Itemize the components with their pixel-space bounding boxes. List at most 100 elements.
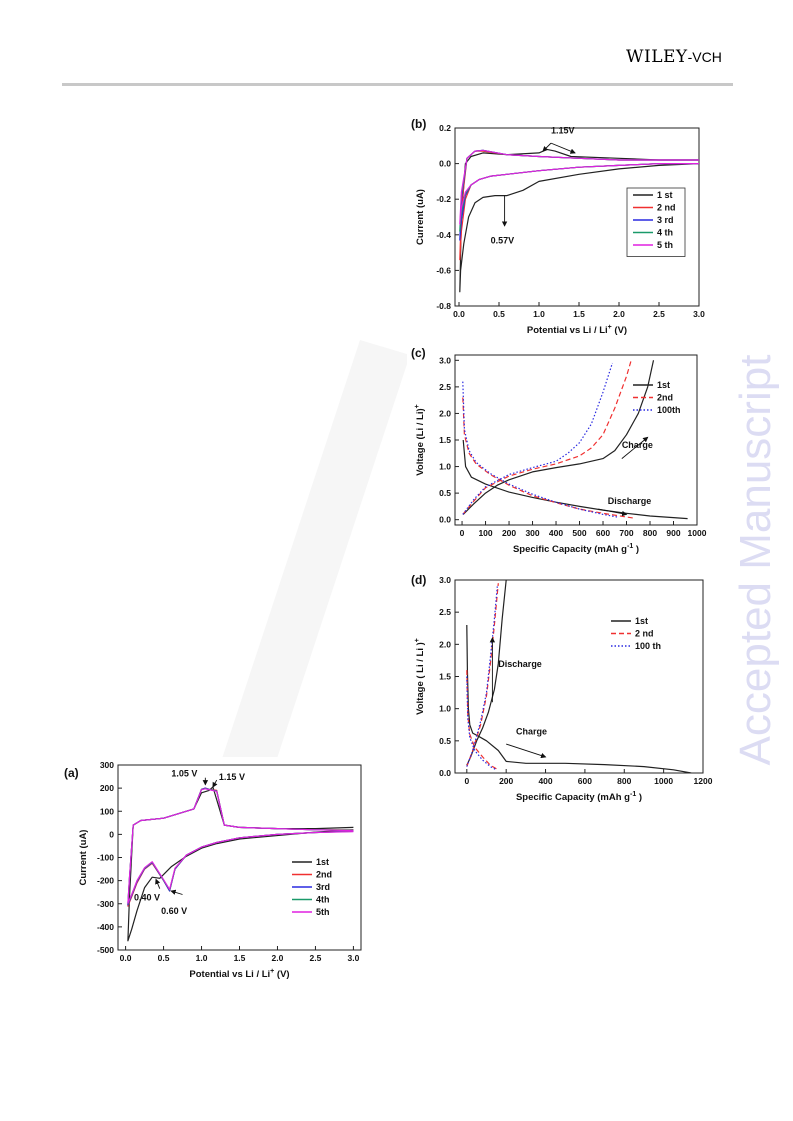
x-tick-label: 900 [666,528,680,538]
legend: 1st 2nd 100th [633,380,681,415]
x-tick-label: 500 [572,528,586,538]
series-line-100th [466,586,498,767]
annotation-label: 0.40 V [134,892,160,902]
annotation-label: Charge [516,726,547,736]
figure-panel-d: (d) 0 200 400 600 800 1000 1200 0.0 0.5 1.0 1.5 2.0 2… [407,572,717,809]
legend-entry: 1 st [657,190,673,200]
series-group [462,360,688,520]
annotation-label: 1.15V [551,125,575,135]
annotation-label: Discharge [608,496,652,506]
y-tick-label: 2.0 [439,408,451,418]
series-line-100th [462,362,613,515]
y-tick-label: 3.0 [439,355,451,365]
x-axis-label: Potential vs Li / Li+ (V) [527,324,627,336]
y-tick-label: 2.5 [439,382,451,392]
annotation-label: 0.60 V [161,906,187,916]
annotation-arrow [506,743,547,759]
series-line-100th [462,381,618,518]
legend-entry: 3 rd [657,215,674,225]
annotation-arrow [542,142,552,152]
cv-chart-a: (a) 0.0 0.5 1.0 1.5 2.0 2.5 3.0 -500 -400 -300 -200… [64,760,362,980]
legend-entry: 1st [657,380,670,390]
y-tick-label: -0.4 [436,230,451,240]
series-line-1st [459,148,699,293]
annotation-arrow [155,878,161,889]
y-tick-label: -100 [97,853,114,863]
figure-panel-c: (c) 0 100 200 300 400 500 600 700 800 900 1000 0.0 0.… [407,343,707,568]
y-tick-label: 1.0 [439,462,451,472]
x-tick-label: 300 [525,528,539,538]
x-tick-label: 0 [460,528,465,538]
legend-entry: 2 nd [635,629,654,639]
series-line-1st [127,786,354,942]
annotation-label: 1.15 V [219,772,245,782]
y-tick-label: 0.0 [439,768,451,778]
x-axis-label: Specific Capacity (mAh g-1 ) [516,791,642,803]
x-tick-label: 2.5 [310,953,322,963]
y-tick-label: 0.5 [439,488,451,498]
legend-entry: 5 th [657,240,673,250]
series-line-5th [127,788,354,904]
y-axis-label: Current (uA) [415,189,426,245]
legend: 1st 2 nd 100 th [611,616,661,651]
x-axis-label: Potential vs Li / Li+ (V) [189,968,289,980]
x-tick-label: 1000 [654,776,673,786]
y-tick-label: 3.0 [439,575,451,585]
y-tick-label: 1.0 [439,704,451,714]
legend-entry: 2 nd [657,203,676,213]
y-tick-label: 0.0 [439,159,451,169]
annotation-arrow [170,889,183,895]
x-tick-label: 0.5 [493,309,505,319]
x-tick-label: 1.5 [234,953,246,963]
series-group [127,786,354,942]
x-tick-label: 400 [538,776,552,786]
x-tick-label: 200 [502,528,516,538]
series-group [466,580,692,773]
y-tick-label: 100 [100,806,114,816]
x-tick-label: 1.0 [533,309,545,319]
panel-label: (b) [411,117,426,131]
legend: 1 st 2 nd 3 rd 4 th 5 th [626,187,686,257]
panel-label: (c) [411,346,426,360]
y-axis-label: Voltage ( Li / Li )+ [414,638,426,715]
x-tick-label: 0 [464,776,469,786]
legend-entry: 1st [316,857,329,867]
annotation-label: 1.05 V [171,769,197,779]
publisher-logo: WILEY-VCH [626,47,722,67]
x-tick-label: 600 [596,528,610,538]
y-axis-label: Current (uA) [78,830,89,886]
y-tick-label: -400 [97,922,114,932]
x-tick-label: 1200 [694,776,713,786]
series-line-5th [459,149,699,225]
x-tick-label: 0.0 [453,309,465,319]
plot-frame [454,127,700,307]
y-tick-label: -500 [97,945,114,955]
x-tick-label: 0.0 [120,953,132,963]
series-line-2nd [466,583,499,767]
series-line-1st [462,439,688,520]
panel-label: (a) [64,766,79,780]
y-tick-label: -0.6 [436,265,451,275]
legend-entry: 3rd [316,882,330,892]
x-tick-label: 2.5 [653,309,665,319]
annotation-label: 0.57V [491,236,515,246]
legend-entry: 100th [657,405,681,415]
background-watermark-mark [210,340,410,810]
legend-entry: 4 th [657,228,673,238]
y-tick-label: -0.8 [436,301,451,311]
x-tick-label: 3.0 [693,309,705,319]
legend-entry: 2nd [316,870,332,880]
y-tick-label: -0.2 [436,194,451,204]
x-tick-label: 100 [478,528,492,538]
annotation-arrow [621,436,649,459]
legend-entry: 1st [635,616,648,626]
annotation-arrow [598,508,628,517]
y-tick-label: 0.2 [439,123,451,133]
y-tick-label: 0.0 [439,515,451,525]
x-tick-label: 700 [619,528,633,538]
legend: 1st 2nd 3rd 4th 5th [292,857,332,917]
cv-chart-b: (b) 0.0 0.5 1.0 1.5 2.0 2.5 3.0 -0.8 -0.6 -0.4 -0.2… [411,117,705,336]
x-tick-label: 800 [643,528,657,538]
y-tick-label: 0.5 [439,736,451,746]
charge-discharge-chart-d: (d) 0 200 400 600 800 1000 1200 0.0 0.5 1.0 1.5 2.0 2… [411,573,713,803]
